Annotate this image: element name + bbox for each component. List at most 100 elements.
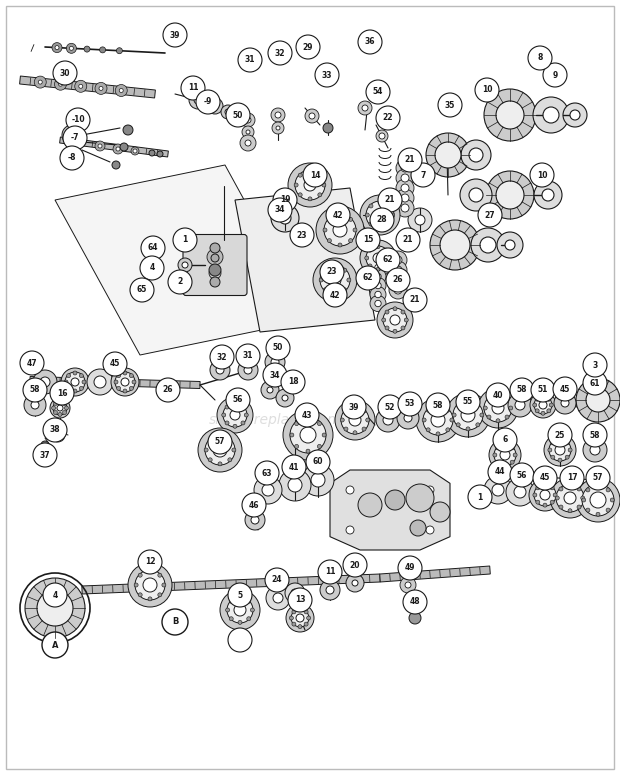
- Circle shape: [315, 63, 339, 87]
- Circle shape: [530, 392, 556, 418]
- Circle shape: [348, 239, 353, 243]
- Circle shape: [245, 117, 251, 123]
- Circle shape: [115, 372, 135, 392]
- Text: 41: 41: [289, 463, 299, 471]
- Circle shape: [378, 226, 382, 229]
- Text: 32: 32: [275, 49, 285, 57]
- Circle shape: [553, 493, 557, 497]
- Circle shape: [550, 478, 590, 518]
- Text: 35: 35: [445, 101, 455, 109]
- Circle shape: [344, 427, 348, 431]
- Circle shape: [141, 236, 165, 260]
- Circle shape: [218, 434, 222, 438]
- Circle shape: [241, 405, 245, 409]
- Circle shape: [389, 251, 407, 269]
- Circle shape: [478, 203, 502, 227]
- Circle shape: [484, 476, 512, 504]
- Circle shape: [393, 307, 397, 311]
- Text: 43: 43: [302, 411, 312, 419]
- Circle shape: [228, 583, 252, 607]
- Circle shape: [396, 159, 414, 177]
- Polygon shape: [82, 574, 380, 594]
- Circle shape: [398, 148, 422, 172]
- Circle shape: [400, 577, 416, 593]
- Circle shape: [487, 415, 491, 419]
- Circle shape: [505, 397, 509, 401]
- Circle shape: [551, 441, 555, 445]
- Circle shape: [570, 110, 580, 120]
- Circle shape: [143, 578, 157, 592]
- Circle shape: [73, 389, 77, 393]
- Circle shape: [506, 478, 534, 506]
- Circle shape: [327, 218, 332, 222]
- Circle shape: [488, 460, 512, 484]
- Circle shape: [290, 223, 314, 247]
- Circle shape: [194, 96, 202, 104]
- Circle shape: [376, 106, 400, 130]
- Circle shape: [379, 133, 385, 139]
- Circle shape: [576, 378, 620, 422]
- Text: 13: 13: [294, 595, 305, 604]
- Circle shape: [456, 423, 460, 427]
- Circle shape: [149, 150, 155, 156]
- Circle shape: [103, 352, 127, 376]
- Text: 9: 9: [552, 71, 557, 80]
- Circle shape: [342, 395, 366, 419]
- Circle shape: [233, 401, 237, 406]
- Text: 17: 17: [567, 474, 577, 483]
- Circle shape: [401, 194, 409, 202]
- Circle shape: [298, 625, 302, 629]
- Circle shape: [333, 264, 337, 268]
- Circle shape: [596, 484, 600, 487]
- Circle shape: [247, 599, 250, 603]
- Text: 37: 37: [40, 450, 50, 460]
- Circle shape: [140, 256, 164, 280]
- Circle shape: [430, 220, 480, 270]
- Circle shape: [401, 174, 409, 182]
- Circle shape: [123, 389, 127, 393]
- Circle shape: [596, 512, 600, 516]
- Circle shape: [268, 198, 292, 222]
- Circle shape: [290, 417, 326, 453]
- Circle shape: [358, 30, 382, 54]
- Text: 40: 40: [493, 391, 503, 399]
- Text: 30: 30: [60, 68, 70, 78]
- Circle shape: [534, 396, 552, 414]
- Circle shape: [255, 461, 279, 485]
- Circle shape: [306, 417, 310, 421]
- Text: 21: 21: [405, 156, 415, 164]
- Text: 47: 47: [27, 359, 37, 367]
- Circle shape: [210, 243, 220, 253]
- Circle shape: [409, 612, 421, 624]
- Text: 2: 2: [177, 277, 183, 287]
- Circle shape: [298, 608, 302, 611]
- Circle shape: [475, 78, 499, 102]
- Circle shape: [242, 126, 254, 138]
- Circle shape: [168, 270, 192, 294]
- Circle shape: [251, 516, 259, 524]
- Text: 63: 63: [262, 469, 272, 477]
- Circle shape: [238, 360, 258, 380]
- Circle shape: [543, 483, 547, 487]
- Circle shape: [241, 113, 255, 127]
- Circle shape: [370, 268, 386, 284]
- Text: 3: 3: [592, 360, 598, 370]
- Text: 27: 27: [485, 211, 495, 219]
- Circle shape: [216, 366, 224, 374]
- Circle shape: [531, 378, 555, 402]
- Circle shape: [294, 183, 298, 187]
- Circle shape: [550, 500, 554, 505]
- Circle shape: [549, 439, 571, 461]
- Circle shape: [162, 609, 188, 635]
- Circle shape: [378, 200, 382, 205]
- Circle shape: [436, 432, 440, 436]
- Circle shape: [568, 508, 572, 513]
- Circle shape: [362, 105, 368, 111]
- Circle shape: [267, 387, 273, 393]
- Circle shape: [508, 393, 532, 417]
- Circle shape: [406, 484, 434, 512]
- Circle shape: [100, 46, 105, 53]
- Circle shape: [52, 43, 62, 53]
- Circle shape: [265, 352, 285, 372]
- Circle shape: [148, 569, 152, 574]
